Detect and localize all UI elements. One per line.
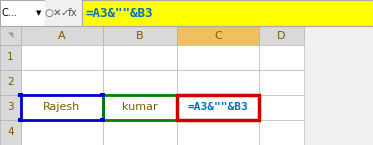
FancyBboxPatch shape (259, 45, 304, 70)
FancyBboxPatch shape (0, 45, 21, 70)
Text: =A3&""&B3: =A3&""&B3 (86, 7, 153, 20)
Text: 3: 3 (7, 103, 13, 113)
Text: B: B (136, 31, 144, 40)
Text: 2: 2 (7, 77, 13, 87)
FancyBboxPatch shape (177, 45, 259, 70)
Text: A: A (58, 31, 65, 40)
Text: fx: fx (68, 8, 78, 18)
FancyBboxPatch shape (21, 95, 103, 120)
Text: 1: 1 (7, 52, 13, 62)
Text: D: D (278, 31, 286, 40)
FancyBboxPatch shape (21, 120, 103, 145)
FancyBboxPatch shape (259, 26, 304, 45)
FancyBboxPatch shape (0, 0, 373, 26)
Text: C: C (214, 31, 222, 40)
FancyBboxPatch shape (177, 95, 259, 120)
FancyBboxPatch shape (103, 45, 177, 70)
FancyBboxPatch shape (0, 120, 21, 145)
FancyBboxPatch shape (259, 95, 304, 120)
Bar (100, 118, 105, 122)
Text: ✓: ✓ (60, 8, 69, 18)
FancyBboxPatch shape (103, 120, 177, 145)
FancyBboxPatch shape (177, 70, 259, 95)
Text: ▼: ▼ (37, 10, 42, 16)
Text: =A3&""&B3: =A3&""&B3 (188, 103, 248, 113)
FancyBboxPatch shape (0, 95, 21, 120)
Text: ✕: ✕ (53, 8, 62, 18)
FancyBboxPatch shape (45, 0, 82, 26)
FancyBboxPatch shape (103, 95, 177, 120)
Bar (18, 93, 23, 97)
FancyBboxPatch shape (259, 120, 304, 145)
FancyBboxPatch shape (259, 70, 304, 95)
FancyBboxPatch shape (0, 70, 21, 95)
Text: ○: ○ (45, 8, 54, 18)
Text: 4: 4 (7, 127, 13, 137)
FancyBboxPatch shape (21, 26, 103, 45)
FancyBboxPatch shape (103, 26, 177, 45)
FancyBboxPatch shape (82, 0, 373, 26)
Text: C...: C... (2, 8, 18, 18)
Text: ◥: ◥ (7, 32, 13, 39)
FancyBboxPatch shape (0, 0, 45, 26)
FancyBboxPatch shape (21, 70, 103, 95)
FancyBboxPatch shape (177, 26, 259, 45)
FancyBboxPatch shape (103, 70, 177, 95)
Text: Rajesh: Rajesh (43, 103, 80, 113)
FancyBboxPatch shape (0, 26, 21, 45)
Bar (18, 118, 23, 122)
Text: kumar: kumar (122, 103, 158, 113)
FancyBboxPatch shape (177, 120, 259, 145)
Bar (100, 93, 105, 97)
FancyBboxPatch shape (21, 45, 103, 70)
